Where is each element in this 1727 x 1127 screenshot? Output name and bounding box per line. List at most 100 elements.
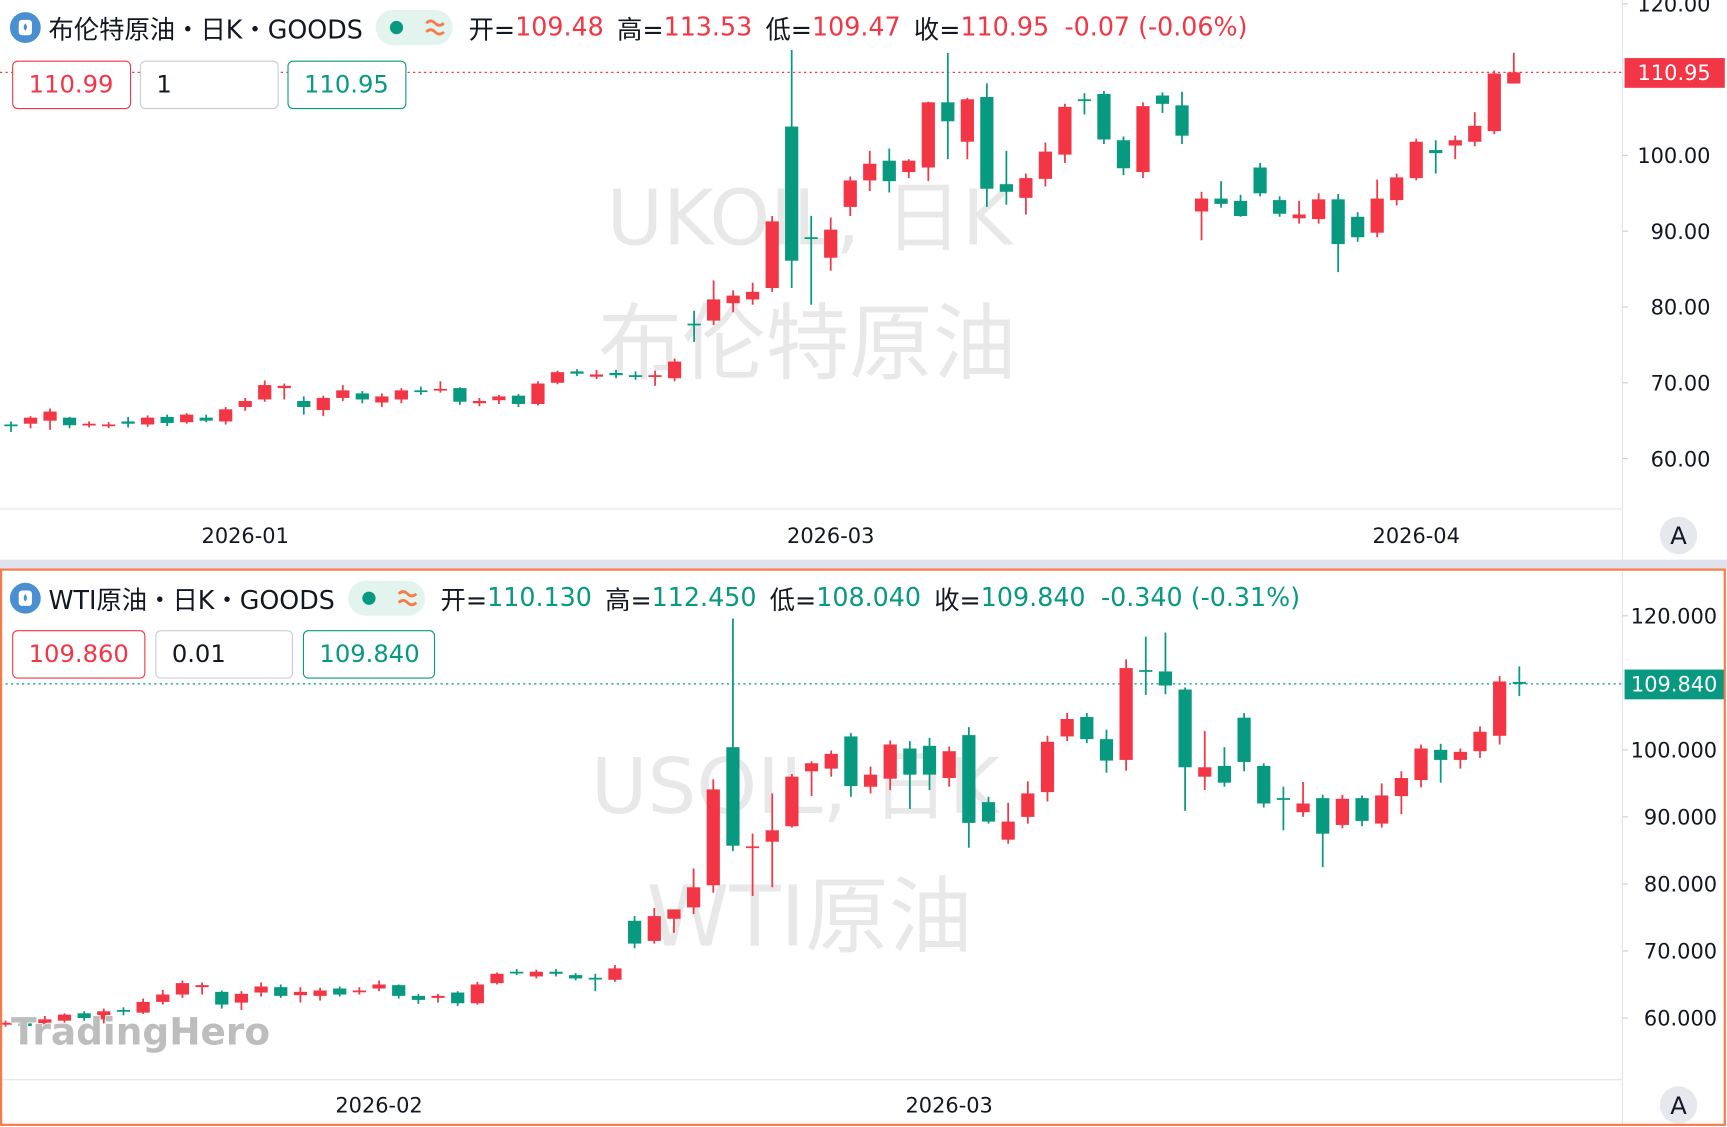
candle-body — [234, 993, 249, 1003]
candle-body — [726, 295, 740, 304]
candle-body — [960, 99, 974, 142]
candle-body — [999, 184, 1013, 192]
candle-body — [254, 986, 268, 993]
candle-body — [511, 395, 526, 405]
candle-body — [1473, 731, 1487, 752]
ohlc-label: 高= — [605, 587, 652, 616]
candle-body — [882, 160, 896, 182]
buy-button[interactable]: 109.840 — [302, 630, 436, 679]
candle-body — [1331, 199, 1345, 245]
candle-body — [1175, 105, 1189, 136]
auto-scale-label[interactable]: A — [1670, 522, 1687, 550]
candle-body — [706, 789, 720, 886]
candle-body — [1058, 106, 1072, 155]
panel-separator — [0, 559, 1727, 569]
candle-body — [1429, 150, 1443, 154]
candle-body — [336, 390, 350, 398]
x-tick-label: 2026-01 — [202, 524, 289, 548]
candle-body — [1099, 739, 1114, 761]
candle-body — [4, 424, 18, 427]
candle-body — [195, 985, 209, 988]
candle-body — [1116, 140, 1131, 169]
ohlc-value: 110.95 — [960, 13, 1050, 42]
candle-body — [215, 991, 229, 1005]
candle-body — [529, 971, 543, 977]
sell-button[interactable]: 110.99 — [12, 60, 132, 110]
auto-scale-button[interactable] — [1659, 1086, 1698, 1124]
auto-scale-label[interactable]: A — [1670, 1092, 1687, 1120]
candle-body — [258, 385, 272, 400]
candle-body — [156, 994, 170, 1002]
candle-body — [38, 1019, 52, 1025]
candle-body — [333, 988, 347, 995]
candle-body — [1158, 671, 1173, 686]
candle-body — [765, 830, 779, 842]
buy-button[interactable]: 110.95 — [287, 60, 407, 110]
candle-body — [863, 774, 878, 787]
candle-body — [414, 390, 428, 393]
candle-body — [1194, 198, 1209, 212]
candle-body — [1155, 95, 1170, 104]
active-panel-border — [0, 568, 1726, 1126]
candle-body — [82, 423, 96, 426]
y-tick-label: 120.00 — [1637, 0, 1710, 17]
candle-body — [1276, 798, 1291, 800]
symbol-icon — [9, 11, 42, 44]
y-tick-label: 80.00 — [1651, 296, 1711, 320]
candle-body — [451, 992, 465, 1004]
candle-body — [608, 968, 622, 980]
candle-body — [549, 971, 563, 974]
candle-body — [411, 995, 425, 1000]
candle-body — [942, 751, 956, 779]
quantity-input[interactable]: 0.01 — [155, 630, 293, 679]
x-tick-label: 2026-03 — [787, 524, 874, 548]
candle-body — [1237, 717, 1251, 762]
candle-body — [1487, 73, 1501, 132]
candle-body — [1448, 140, 1462, 146]
sell-button[interactable]: 109.860 — [12, 630, 146, 679]
candle-body — [843, 180, 857, 207]
ohlc-value: 108.040 — [816, 583, 922, 613]
candle-body — [1198, 767, 1212, 777]
ohlc-value: 113.53 — [663, 13, 753, 42]
symbol-icon — [9, 582, 42, 615]
ohlc-value: 112.450 — [651, 583, 757, 613]
candle-body — [804, 237, 818, 240]
candle-body — [1136, 106, 1150, 173]
candle-body — [352, 990, 366, 993]
auto-scale-button[interactable] — [1659, 516, 1698, 555]
candle-body — [121, 421, 135, 424]
candle-body — [1394, 778, 1408, 797]
status-pill — [376, 9, 454, 46]
candle-body — [1296, 803, 1310, 813]
candle-body — [175, 983, 190, 995]
ohlc-label: 开= — [468, 16, 516, 46]
price-tag-label: 109.840 — [1631, 673, 1717, 697]
candle-body — [1001, 821, 1015, 840]
candle-body — [863, 163, 877, 181]
candle-body — [1316, 798, 1330, 834]
candle-body — [219, 409, 233, 422]
candle-body — [1214, 198, 1228, 204]
candle-body — [394, 390, 408, 400]
candle-body — [431, 995, 445, 998]
candle-body — [0, 1022, 13, 1025]
candle-body — [1434, 749, 1448, 760]
candle-body — [1038, 151, 1053, 179]
candle-body — [57, 1014, 72, 1021]
candle-body — [667, 909, 681, 919]
symbol-icon-graphic — [9, 12, 41, 43]
ohlc-value: 110.130 — [487, 583, 592, 613]
candle-body — [116, 1009, 131, 1012]
candle-body — [1119, 668, 1133, 760]
ohlc-label: 收= — [913, 16, 961, 46]
candle-body — [804, 763, 819, 772]
candle-body — [686, 887, 701, 908]
y-tick-label: 90.000 — [1644, 806, 1717, 830]
candle-body — [941, 102, 955, 122]
ohlc-value: 109.840 — [980, 583, 1086, 613]
candle-body — [588, 977, 602, 980]
quantity-input[interactable]: 1 — [139, 60, 279, 110]
